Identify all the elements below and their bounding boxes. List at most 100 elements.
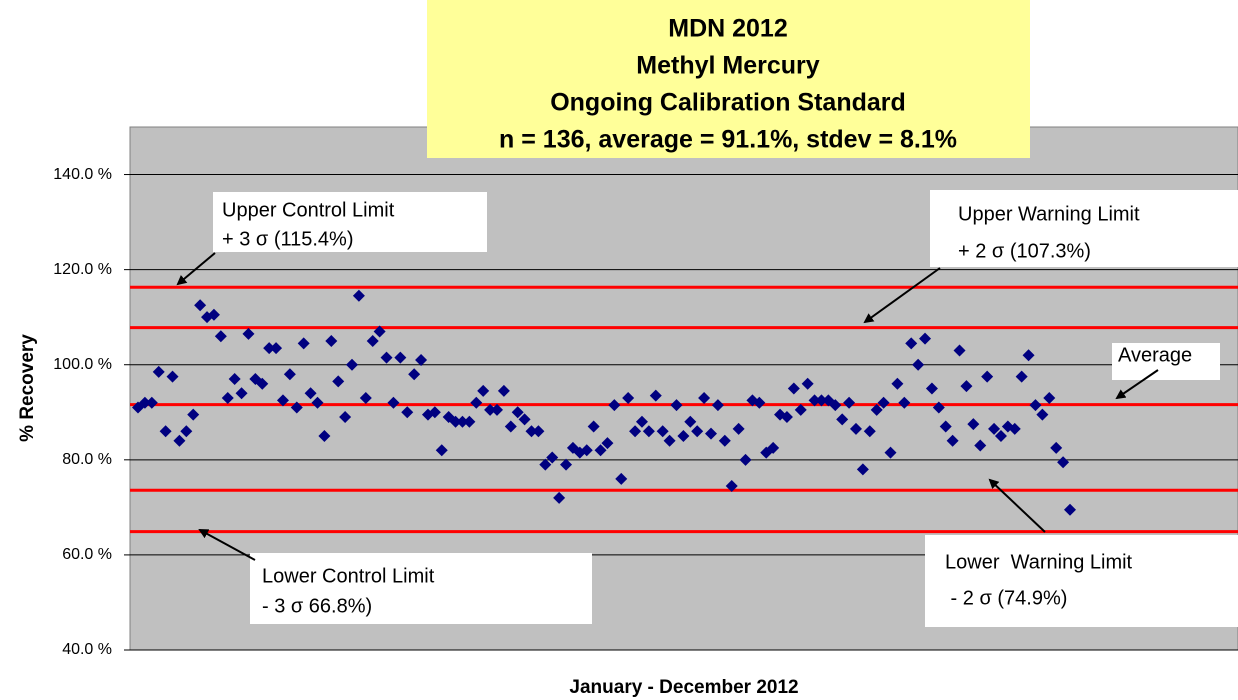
data-point bbox=[953, 344, 966, 357]
data-point bbox=[311, 396, 324, 409]
data-point bbox=[967, 418, 980, 431]
data-point bbox=[794, 403, 807, 416]
data-point bbox=[1008, 422, 1021, 435]
data-point bbox=[649, 389, 662, 402]
data-point bbox=[601, 437, 614, 450]
data-point bbox=[152, 365, 165, 378]
data-point bbox=[346, 358, 359, 371]
data-point bbox=[974, 439, 987, 452]
points bbox=[132, 289, 1076, 516]
data-point bbox=[684, 415, 697, 428]
data-point bbox=[849, 422, 862, 435]
data-point bbox=[387, 396, 400, 409]
data-point bbox=[497, 384, 510, 397]
annotation-box bbox=[1112, 343, 1220, 380]
annotation-text: + 3 σ (115.4%) bbox=[222, 228, 353, 250]
data-point bbox=[532, 425, 545, 438]
data-point bbox=[1036, 408, 1049, 421]
data-point bbox=[753, 396, 766, 409]
data-point bbox=[380, 351, 393, 364]
data-point bbox=[905, 337, 918, 350]
data-point bbox=[925, 382, 938, 395]
annotations: Upper Control Limit + 3 σ (115.4%) Upper W… bbox=[176, 190, 1238, 627]
data-point bbox=[553, 491, 566, 504]
data-point bbox=[587, 420, 600, 433]
data-point bbox=[359, 392, 372, 405]
data-point bbox=[456, 415, 469, 428]
y-tick-label: 100.0 % bbox=[53, 356, 112, 373]
data-point bbox=[705, 427, 718, 440]
annotation-text: + 2 σ (107.3%) bbox=[958, 240, 1091, 262]
data-point bbox=[560, 458, 573, 471]
data-point bbox=[352, 289, 365, 302]
data-point bbox=[932, 401, 945, 414]
annotation-text: - 3 σ 66.8%) bbox=[262, 595, 372, 617]
data-point bbox=[677, 430, 690, 443]
data-point bbox=[912, 358, 925, 371]
data-point bbox=[836, 413, 849, 426]
data-point bbox=[739, 453, 752, 466]
data-point bbox=[635, 415, 648, 428]
chart-title: n = 136, average = 91.1%, stdev = 8.1% bbox=[499, 126, 957, 154]
data-point bbox=[780, 411, 793, 424]
data-point bbox=[622, 392, 635, 405]
data-point bbox=[138, 396, 151, 409]
data-point bbox=[283, 368, 296, 381]
data-point bbox=[235, 387, 248, 400]
data-point bbox=[615, 472, 628, 485]
annotation-arrow bbox=[176, 252, 216, 286]
title-background bbox=[427, 0, 1030, 158]
data-point bbox=[629, 425, 642, 438]
data-point bbox=[718, 434, 731, 447]
data-point bbox=[401, 406, 414, 419]
data-point bbox=[249, 372, 262, 385]
annotation-arrow bbox=[988, 478, 1046, 533]
data-point bbox=[608, 399, 621, 412]
data-point bbox=[270, 342, 283, 355]
data-point bbox=[1022, 349, 1035, 362]
data-point bbox=[518, 413, 531, 426]
data-point bbox=[318, 430, 331, 443]
chart-title: Ongoing Calibration Standard bbox=[550, 89, 906, 117]
data-point bbox=[870, 403, 883, 416]
data-point bbox=[863, 425, 876, 438]
data-point bbox=[732, 422, 745, 435]
data-point bbox=[1043, 392, 1056, 405]
y-tick-label: 80.0 % bbox=[62, 451, 112, 468]
annotation-text: Upper Control Limit bbox=[222, 199, 395, 221]
data-point bbox=[339, 411, 352, 424]
data-point bbox=[207, 308, 220, 321]
data-point bbox=[787, 382, 800, 395]
data-point bbox=[988, 422, 1001, 435]
y-tick-label: 120.0 % bbox=[53, 261, 112, 278]
data-point bbox=[525, 425, 538, 438]
data-point bbox=[1015, 370, 1028, 383]
data-point bbox=[1057, 456, 1070, 469]
data-point bbox=[642, 425, 655, 438]
data-point bbox=[332, 375, 345, 388]
data-point bbox=[960, 380, 973, 393]
data-point bbox=[594, 444, 607, 457]
data-point bbox=[1064, 503, 1076, 516]
data-point bbox=[725, 479, 738, 492]
data-point bbox=[408, 368, 421, 381]
data-point bbox=[228, 372, 241, 385]
data-point bbox=[884, 446, 897, 459]
data-point bbox=[504, 420, 517, 433]
annotation-text: Upper Warning Limit bbox=[958, 203, 1140, 225]
data-point bbox=[829, 399, 842, 412]
annotation-box bbox=[930, 190, 1238, 267]
grid bbox=[124, 174, 1238, 651]
data-point bbox=[808, 394, 821, 407]
data-point bbox=[297, 337, 310, 350]
data-point bbox=[221, 392, 234, 405]
data-point bbox=[946, 434, 959, 447]
data-point bbox=[1029, 399, 1042, 412]
data-point bbox=[981, 370, 994, 383]
data-point bbox=[187, 408, 200, 421]
data-point bbox=[194, 299, 207, 312]
data-point bbox=[843, 396, 856, 409]
data-point bbox=[325, 334, 338, 347]
annotation-text: Average bbox=[1118, 344, 1192, 366]
